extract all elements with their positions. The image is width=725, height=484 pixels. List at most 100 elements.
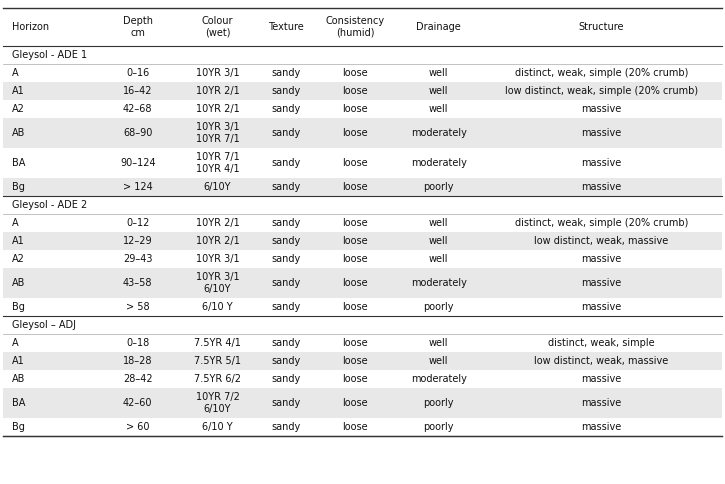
Text: 6/10 Y: 6/10 Y — [202, 302, 233, 312]
Text: A1: A1 — [12, 236, 25, 246]
Text: massive: massive — [581, 254, 621, 264]
Text: 42–60: 42–60 — [123, 398, 152, 408]
Bar — [3, 232, 722, 250]
Text: AB: AB — [12, 128, 25, 138]
Text: 10YR 7/1
10YR 4/1: 10YR 7/1 10YR 4/1 — [196, 152, 239, 174]
Text: sandy: sandy — [272, 158, 301, 168]
Text: loose: loose — [342, 338, 368, 348]
Text: loose: loose — [342, 302, 368, 312]
Text: 7.5YR 5/1: 7.5YR 5/1 — [194, 356, 241, 366]
Text: Depth
cm: Depth cm — [123, 16, 153, 38]
Text: BA: BA — [12, 398, 25, 408]
Text: sandy: sandy — [272, 422, 301, 432]
Text: sandy: sandy — [272, 356, 301, 366]
Text: low distinct, weak, simple (20% crumb): low distinct, weak, simple (20% crumb) — [505, 86, 698, 96]
Text: 7.5YR 6/2: 7.5YR 6/2 — [194, 374, 241, 384]
Text: 10YR 2/1: 10YR 2/1 — [196, 86, 239, 96]
Text: 18–28: 18–28 — [123, 356, 152, 366]
Text: sandy: sandy — [272, 236, 301, 246]
Text: moderately: moderately — [410, 374, 467, 384]
Text: 68–90: 68–90 — [123, 128, 152, 138]
Text: A1: A1 — [12, 86, 25, 96]
Text: AB: AB — [12, 278, 25, 288]
Text: A: A — [12, 68, 18, 78]
Text: Bg: Bg — [12, 302, 25, 312]
Text: sandy: sandy — [272, 338, 301, 348]
Bar — [3, 418, 722, 436]
Text: poorly: poorly — [423, 182, 454, 192]
Text: massive: massive — [581, 104, 621, 114]
Text: 6/10 Y: 6/10 Y — [202, 422, 233, 432]
Text: > 124: > 124 — [123, 182, 153, 192]
Text: massive: massive — [581, 182, 621, 192]
Text: well: well — [429, 356, 448, 366]
Text: 7.5YR 4/1: 7.5YR 4/1 — [194, 338, 241, 348]
Text: massive: massive — [581, 128, 621, 138]
Text: AB: AB — [12, 374, 25, 384]
Bar — [3, 82, 722, 100]
Text: low distinct, weak, massive: low distinct, weak, massive — [534, 356, 668, 366]
Bar — [3, 196, 722, 214]
Text: Colour
(wet): Colour (wet) — [202, 16, 233, 38]
Text: loose: loose — [342, 356, 368, 366]
Text: loose: loose — [342, 158, 368, 168]
Bar — [3, 250, 722, 268]
Text: 10YR 7/2
6/10Y: 10YR 7/2 6/10Y — [196, 392, 239, 414]
Text: 0–12: 0–12 — [126, 218, 149, 228]
Text: low distinct, weak, massive: low distinct, weak, massive — [534, 236, 668, 246]
Text: poorly: poorly — [423, 422, 454, 432]
Text: sandy: sandy — [272, 68, 301, 78]
Text: well: well — [429, 236, 448, 246]
Bar — [3, 370, 722, 388]
Bar — [3, 100, 722, 118]
Text: 12–29: 12–29 — [123, 236, 152, 246]
Text: loose: loose — [342, 236, 368, 246]
Text: 0–18: 0–18 — [126, 338, 149, 348]
Text: loose: loose — [342, 128, 368, 138]
Text: 10YR 2/1: 10YR 2/1 — [196, 236, 239, 246]
Text: loose: loose — [342, 86, 368, 96]
Bar — [3, 118, 722, 148]
Text: sandy: sandy — [272, 218, 301, 228]
Text: sandy: sandy — [272, 86, 301, 96]
Text: poorly: poorly — [423, 302, 454, 312]
Bar — [3, 268, 722, 298]
Bar — [3, 64, 722, 82]
Text: 16–42: 16–42 — [123, 86, 152, 96]
Text: 10YR 2/1: 10YR 2/1 — [196, 218, 239, 228]
Text: massive: massive — [581, 374, 621, 384]
Text: loose: loose — [342, 254, 368, 264]
Bar — [3, 214, 722, 232]
Text: Bg: Bg — [12, 422, 25, 432]
Text: sandy: sandy — [272, 254, 301, 264]
Bar — [3, 298, 722, 316]
Text: 10YR 3/1
10YR 7/1: 10YR 3/1 10YR 7/1 — [196, 122, 239, 144]
Bar — [3, 8, 722, 46]
Bar — [3, 352, 722, 370]
Text: loose: loose — [342, 104, 368, 114]
Text: loose: loose — [342, 182, 368, 192]
Text: distinct, weak, simple: distinct, weak, simple — [548, 338, 655, 348]
Text: loose: loose — [342, 278, 368, 288]
Text: 29–43: 29–43 — [123, 254, 152, 264]
Text: distinct, weak, simple (20% crumb): distinct, weak, simple (20% crumb) — [515, 68, 688, 78]
Text: 6/10Y: 6/10Y — [204, 182, 231, 192]
Text: massive: massive — [581, 422, 621, 432]
Text: 0–16: 0–16 — [126, 68, 149, 78]
Text: sandy: sandy — [272, 374, 301, 384]
Text: well: well — [429, 338, 448, 348]
Text: well: well — [429, 218, 448, 228]
Text: moderately: moderately — [410, 158, 467, 168]
Text: A2: A2 — [12, 254, 25, 264]
Text: A2: A2 — [12, 104, 25, 114]
Text: > 58: > 58 — [126, 302, 149, 312]
Text: 42–68: 42–68 — [123, 104, 152, 114]
Text: moderately: moderately — [410, 128, 467, 138]
Text: sandy: sandy — [272, 182, 301, 192]
Text: A: A — [12, 218, 18, 228]
Bar — [3, 46, 722, 64]
Text: Gleysol - ADE 1: Gleysol - ADE 1 — [12, 50, 87, 60]
Bar — [3, 334, 722, 352]
Text: Drainage: Drainage — [416, 22, 461, 32]
Text: sandy: sandy — [272, 128, 301, 138]
